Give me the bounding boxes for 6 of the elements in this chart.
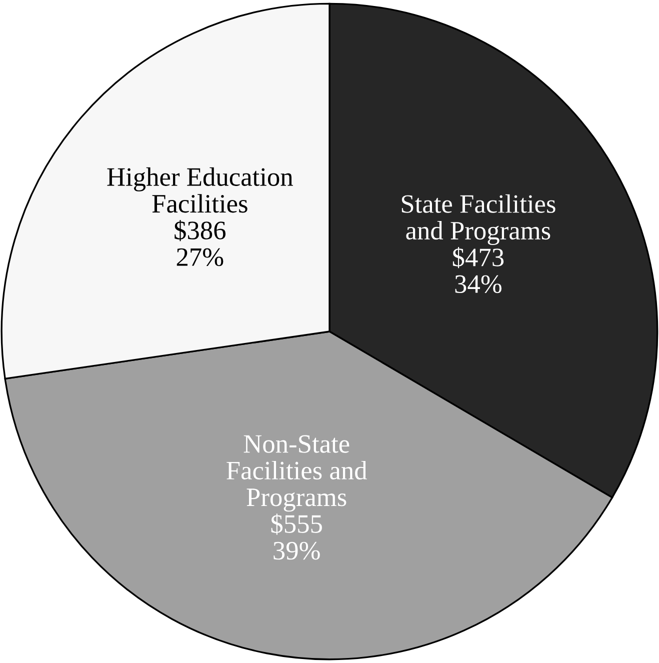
slice-label: State Facilities and Programs [402,194,556,246]
slice-label: Non-State Facilities and Programs [226,435,367,512]
data-label: $386 27% [174,220,226,266]
slice-label: Higher Education Facilities [107,167,293,213]
data-label: $473 34% [452,246,504,294]
data-label: $555 39% [271,514,322,560]
